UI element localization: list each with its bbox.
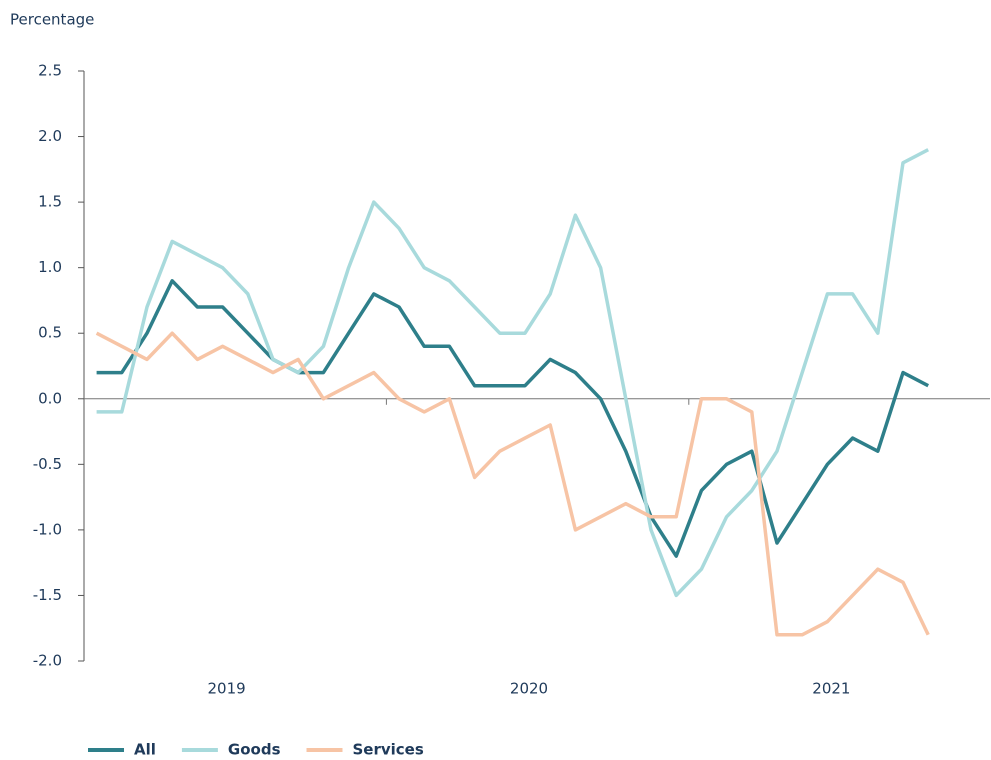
x-tick-label: 2021 — [812, 680, 850, 698]
y-tick-label: 1.5 — [38, 193, 62, 211]
line-series — [95, 331, 930, 637]
x-tick-label: 2020 — [510, 680, 548, 698]
y-axis-label: Percentage — [10, 11, 94, 29]
y-tick-label: -0.5 — [33, 455, 62, 473]
y-tick-label: 2.5 — [38, 62, 62, 80]
y-tick-label: -1.5 — [33, 586, 62, 604]
line-series — [96, 279, 930, 558]
y-tick-label: -2.0 — [33, 652, 62, 670]
y-tick-label: 0.5 — [38, 324, 62, 342]
y-tick-label: 2.0 — [38, 127, 62, 145]
line-series — [96, 148, 930, 598]
legend-label: All — [134, 741, 156, 759]
x-tick-label: 2019 — [208, 680, 246, 698]
legend-label: Services — [353, 741, 424, 759]
y-tick-label: 1.0 — [38, 258, 62, 276]
legend-label: Goods — [228, 741, 281, 759]
y-tick-label: 0.0 — [38, 389, 62, 407]
y-tick-label: -1.0 — [33, 520, 62, 538]
